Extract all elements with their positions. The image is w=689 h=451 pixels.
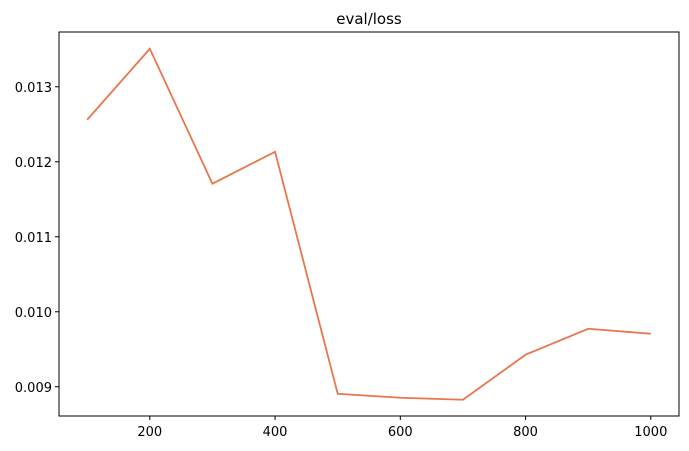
y-tick-label: 0.010 — [15, 306, 52, 321]
line-series — [86, 47, 651, 401]
plot-frame — [58, 31, 680, 417]
y-tick-label: 0.009 — [15, 381, 52, 396]
chart-title: eval/loss — [336, 10, 402, 28]
y-tick-label: 0.013 — [15, 81, 52, 96]
x-tick-label: 1000 — [634, 425, 667, 440]
y-tick-label: 0.011 — [15, 231, 52, 246]
y-tick-label: 0.012 — [15, 156, 52, 171]
x-tick-label: 600 — [388, 425, 413, 440]
x-tick-label: 400 — [263, 425, 288, 440]
x-tick-label: 200 — [137, 425, 162, 440]
x-tick-label: 800 — [513, 425, 538, 440]
